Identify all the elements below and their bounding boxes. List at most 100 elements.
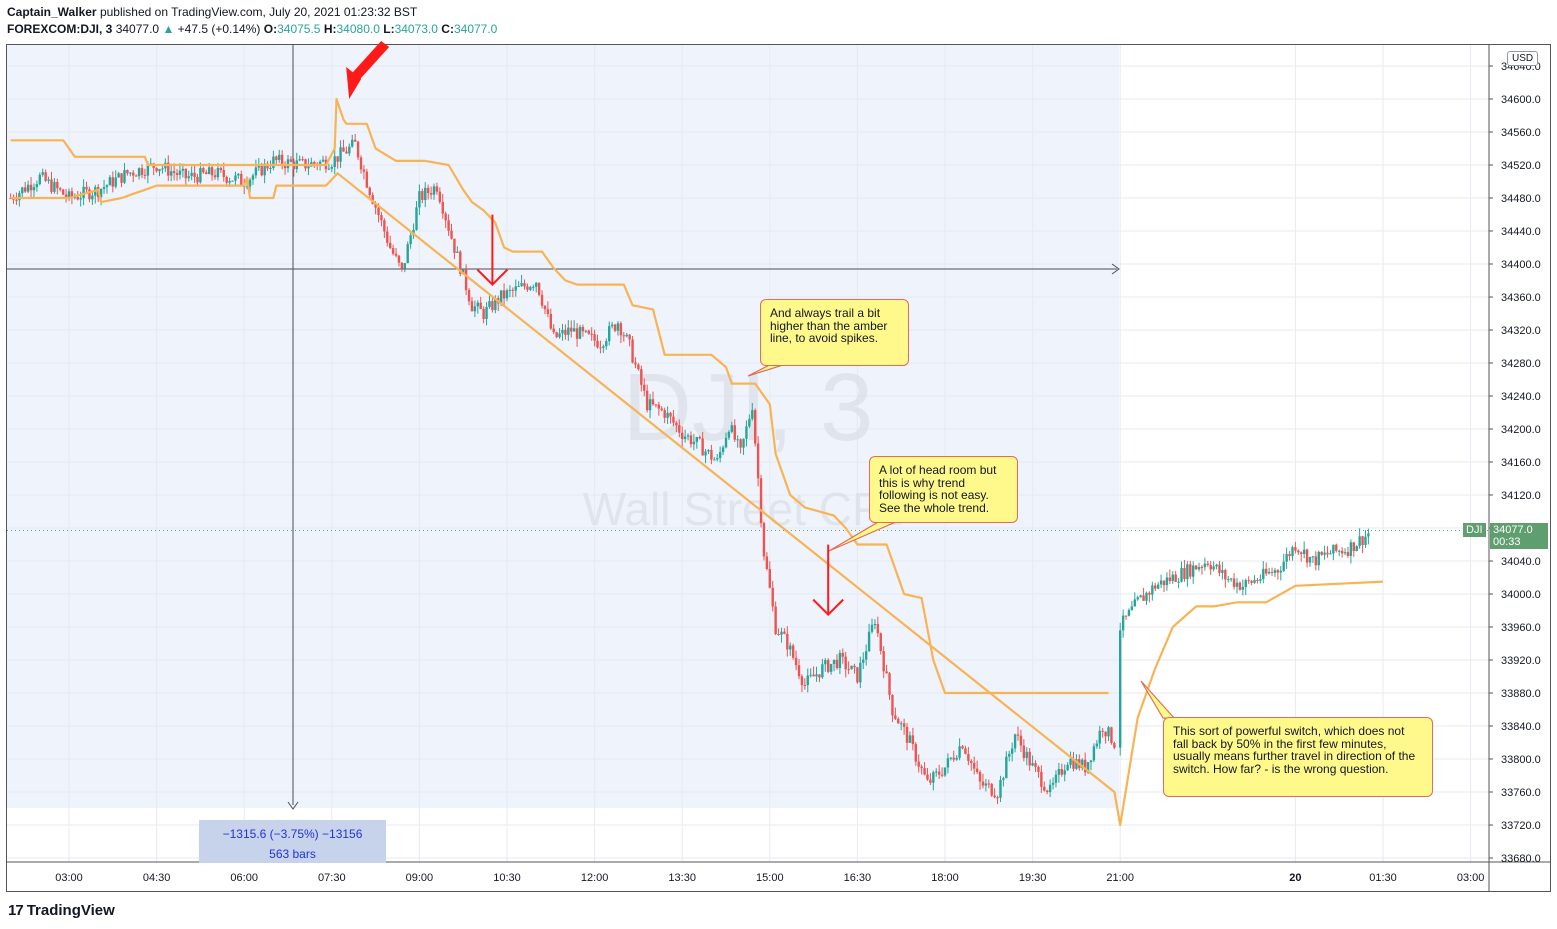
candle-body [1180, 568, 1183, 582]
candle-body [158, 169, 161, 172]
chart-frame [6, 44, 1551, 892]
candle-body [1335, 544, 1338, 551]
candle-body [558, 333, 561, 338]
candle-body [876, 623, 880, 634]
candle-body [213, 175, 217, 178]
candle-body [143, 174, 147, 176]
last-price-tag: 34077.0 00:33 [1490, 523, 1548, 549]
candle-body [228, 181, 231, 183]
candle-body [1168, 577, 1172, 581]
candle-body [207, 167, 211, 175]
candle-body [911, 735, 915, 745]
candle-body [1285, 553, 1288, 562]
candle-body [50, 179, 53, 192]
candle-body [1221, 570, 1224, 573]
candle-body [520, 283, 523, 286]
candle-body [1136, 597, 1139, 600]
candle-body [196, 176, 199, 183]
candle-body [514, 286, 517, 291]
candle-body [756, 443, 760, 479]
candle-body [946, 758, 950, 768]
candle-body [748, 418, 751, 427]
candle-body [564, 329, 567, 335]
candle-body [590, 333, 593, 335]
candle-body [710, 449, 713, 460]
candle-body [473, 306, 477, 312]
candle-body [251, 175, 255, 180]
candle-body [765, 556, 769, 569]
symbol-label[interactable]: FOREXCOM:DJI, 3 [7, 22, 113, 36]
candle-body [391, 248, 395, 254]
watermark-name: Wall Street CFD [583, 483, 914, 535]
candle-body [920, 766, 923, 769]
candle-body [815, 674, 818, 677]
candle-body [721, 447, 725, 453]
candle-body [1238, 582, 1242, 590]
candle-body [973, 762, 976, 769]
candle-body [745, 426, 748, 439]
candle-body [304, 159, 307, 169]
candle-body [1130, 606, 1134, 610]
note-head-room[interactable]: A lot of head room but this is why trend… [869, 456, 1018, 523]
candle-body [987, 783, 990, 785]
note-powerful-switch[interactable]: This sort of powerful switch, which does… [1163, 717, 1433, 797]
candle-body [628, 334, 631, 340]
candle-body [838, 652, 842, 669]
author-name[interactable]: Captain_Walker [7, 5, 97, 19]
candle-body [1159, 580, 1163, 585]
candle-body [786, 633, 789, 650]
candle-body [844, 656, 847, 670]
candle-body [383, 220, 386, 232]
candle-body [1113, 743, 1116, 748]
candle-body [397, 255, 401, 263]
candle-body [996, 797, 999, 799]
open-label: O: [263, 22, 278, 36]
currency-label[interactable]: USD [1507, 51, 1539, 66]
tradingview-logo[interactable]: 17 TradingView [8, 902, 115, 919]
candle-body [1139, 595, 1142, 598]
candle-body [167, 162, 170, 176]
measure-arrowhead-down [287, 801, 299, 810]
candle-body [1218, 564, 1221, 573]
candle-body [1010, 748, 1014, 754]
candle-body [654, 404, 658, 406]
candle-body [26, 184, 30, 192]
candle-body [1288, 553, 1291, 557]
candle-body [73, 197, 77, 199]
candle-body [1051, 782, 1055, 785]
candle-body [981, 781, 985, 786]
candle-body [610, 324, 614, 327]
measure-change: −1315.6 (−3.75%) −13156 [222, 827, 363, 841]
candle-body [301, 159, 304, 161]
candle-body [467, 290, 471, 302]
candle-body [1189, 564, 1192, 577]
candle-body [622, 335, 625, 337]
candle-body [1247, 580, 1250, 582]
candle-body [958, 746, 961, 758]
candle-body [1063, 770, 1066, 775]
y-tick-label: 34120.0 [1501, 490, 1541, 502]
candle-body [1060, 769, 1063, 775]
candle-body [1066, 764, 1069, 771]
candle-body [908, 735, 912, 743]
x-tick-label: 21:00 [1106, 872, 1134, 884]
candle-body [841, 652, 844, 657]
candle-body [917, 761, 920, 767]
candle-body [897, 718, 900, 724]
candle-body [853, 665, 856, 668]
candle-body [336, 156, 339, 162]
candle-body [368, 187, 371, 196]
candle-body [824, 659, 827, 665]
candle-body [718, 452, 722, 459]
candle-body [377, 207, 380, 216]
candle-body [780, 631, 783, 635]
candle-body [1273, 570, 1277, 573]
candle-body [1276, 570, 1280, 573]
candle-body [1250, 580, 1253, 583]
note-trail-higher[interactable]: And always trail a bit higher than the a… [760, 299, 909, 366]
candle-body [1005, 756, 1008, 779]
candle-body [1154, 585, 1157, 589]
candle-body [970, 760, 973, 763]
candle-body [161, 168, 164, 170]
